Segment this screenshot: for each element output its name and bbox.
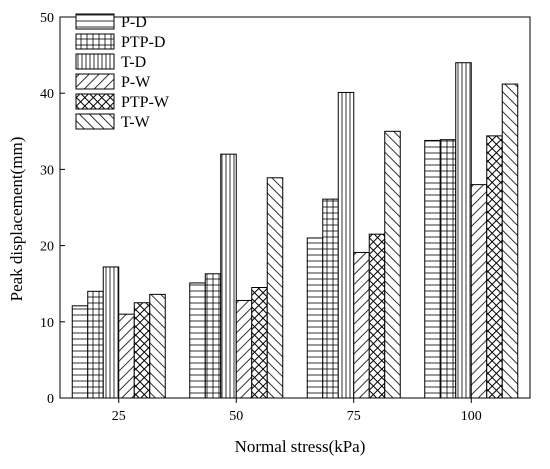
- legend-swatch-t-w: [75, 113, 115, 130]
- bar-ptp-w-50: [251, 287, 268, 399]
- bar-ptp-d-75: [322, 198, 339, 399]
- bar-t-w-25: [149, 293, 166, 399]
- x-tick-label: 50: [229, 409, 243, 424]
- bar-t-w-75: [384, 130, 401, 399]
- bars-layer: [71, 62, 519, 399]
- y-tick-label: 10: [40, 316, 54, 331]
- bar-ptp-w-25: [133, 302, 151, 399]
- x-tick-label: 25: [112, 409, 126, 424]
- bar-t-w-50: [266, 177, 284, 399]
- legend-swatch-p-d: [75, 13, 115, 30]
- x-tick-label: 75: [347, 409, 361, 424]
- bar-ptp-d-100: [439, 139, 457, 399]
- y-tick-label: 40: [40, 87, 54, 102]
- legend-label-ptp-d: PTP-D: [121, 34, 165, 51]
- y-tick-label: 0: [47, 392, 54, 407]
- bar-t-w-100: [501, 83, 519, 399]
- y-axis-title: Peak displacement(mm): [7, 137, 26, 302]
- legend-label-p-w: P-W: [121, 74, 151, 91]
- bar-t-d-100: [455, 62, 472, 399]
- legend: P-D PTP-D T-D P-W PTP-W T-W: [75, 13, 170, 131]
- bar-ptp-w-100: [486, 135, 503, 399]
- bar-p-w-100: [470, 184, 488, 399]
- bar-t-d-25: [102, 266, 120, 399]
- axes-layer: 0 10 20 30 40 50 25 50 75 100: [40, 11, 531, 424]
- legend-swatch-ptp-w: [75, 93, 115, 110]
- bar-p-d-50: [189, 282, 206, 399]
- plot-frame: [59, 16, 531, 399]
- bar-ptp-d-25: [87, 290, 104, 399]
- legend-label-ptp-w: PTP-W: [121, 94, 170, 111]
- legend-label-t-d: T-D: [121, 54, 146, 71]
- legend-label-p-d: P-D: [121, 14, 147, 31]
- bar-p-d-25: [71, 305, 89, 399]
- bar-t-d-75: [337, 91, 355, 399]
- x-tick-label: 100: [461, 409, 482, 424]
- bar-p-d-100: [424, 139, 441, 399]
- y-tick-label: 30: [40, 163, 54, 178]
- legend-swatch-p-w: [75, 73, 115, 90]
- legend-swatch-ptp-d: [75, 33, 115, 50]
- legend-swatch-t-d: [75, 53, 115, 70]
- y-tick-label: 20: [40, 240, 54, 255]
- legend-label-t-w: T-W: [121, 114, 151, 131]
- bar-ptp-d-50: [204, 273, 222, 399]
- bar-ptp-w-75: [368, 233, 386, 399]
- bar-t-d-50: [220, 153, 237, 399]
- bar-p-w-25: [118, 313, 135, 399]
- x-axis-title: Normal stress(kPa): [235, 437, 366, 456]
- bar-p-w-75: [353, 251, 370, 399]
- bar-p-w-50: [235, 299, 253, 399]
- bar-p-d-75: [306, 237, 324, 399]
- y-tick-label: 50: [40, 11, 54, 26]
